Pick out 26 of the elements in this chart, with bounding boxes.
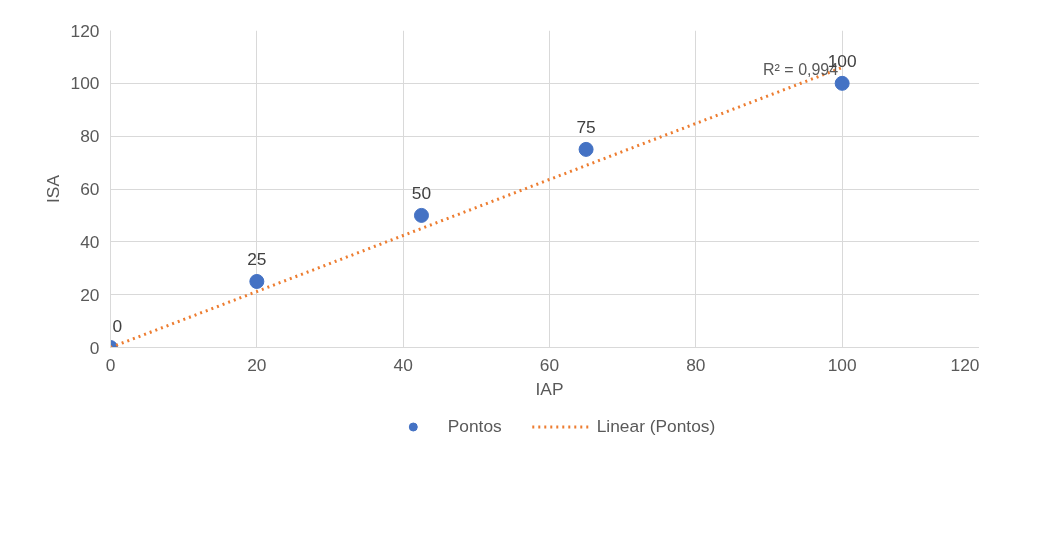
data-label: 25 bbox=[247, 249, 267, 270]
y-tick-label: 0 bbox=[89, 337, 100, 358]
legend-label: Pontos bbox=[447, 415, 502, 437]
point bbox=[249, 273, 265, 289]
legend-label: Linear (Pontos) bbox=[596, 415, 716, 437]
x-tick-label: 40 bbox=[393, 354, 413, 375]
point bbox=[578, 141, 594, 157]
point bbox=[834, 75, 850, 91]
y-tick-label: 20 bbox=[80, 284, 100, 305]
data-label: 50 bbox=[411, 183, 432, 204]
y-tick-label: 120 bbox=[70, 20, 100, 41]
point bbox=[413, 207, 429, 223]
y-tick-label: 80 bbox=[80, 126, 100, 147]
y-tick-label: 100 bbox=[70, 73, 100, 94]
x-tick-label: 120 bbox=[950, 354, 980, 375]
x-tick-label: 100 bbox=[827, 354, 857, 375]
x-tick-label: 20 bbox=[247, 354, 267, 375]
data-label: 75 bbox=[576, 117, 596, 138]
x-tick-label: 0 bbox=[105, 354, 116, 375]
x-tick-label: 80 bbox=[686, 354, 706, 375]
x-axis-title: IAP bbox=[535, 378, 564, 399]
y-axis-title: ISA bbox=[42, 174, 63, 203]
x-tick-label: 60 bbox=[539, 354, 560, 375]
y-tick-label: 60 bbox=[80, 179, 100, 199]
data-label: 0 bbox=[112, 315, 123, 336]
y-tick-label: 40 bbox=[80, 231, 100, 252]
